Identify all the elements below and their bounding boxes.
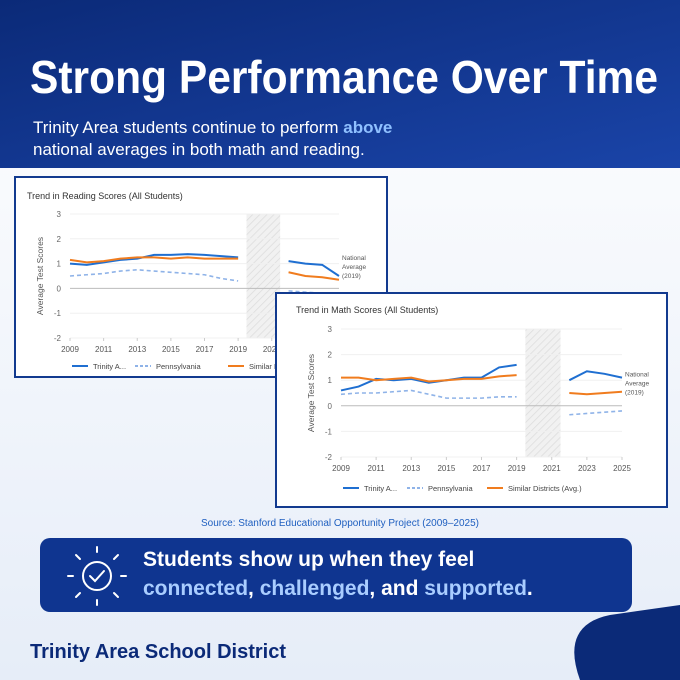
y-tick-label: 3 — [57, 210, 62, 219]
subtitle-highlight: above — [343, 118, 392, 137]
y-axis-label: Average Test Scores — [35, 237, 45, 315]
annotation: National — [342, 255, 366, 262]
source: Source: Stanford Educational Opportunity… — [201, 518, 479, 529]
legend-label: Pennsylvania — [428, 484, 473, 493]
y-tick-label: 2 — [328, 351, 333, 360]
annotation: Average — [342, 264, 366, 271]
x-tick-label: 2025 — [613, 464, 631, 473]
x-tick-label: 2019 — [508, 464, 526, 473]
subtitle: Trinity Area students continue to perfor… — [33, 118, 397, 159]
series-line — [340, 389, 623, 416]
annotation: (2019) — [342, 273, 361, 280]
callout-box — [40, 538, 632, 612]
legend-label: Trinity A... — [93, 362, 126, 371]
x-tick-label: 2009 — [61, 345, 79, 354]
y-tick-label: -1 — [54, 309, 62, 318]
series-line — [69, 256, 340, 281]
page-title: Strong Performance Over Time — [30, 51, 658, 103]
gap-shade — [525, 329, 561, 457]
legend-label: Trinity A... — [364, 484, 397, 493]
y-tick-label: 3 — [328, 325, 333, 334]
callout-text: , — [248, 577, 260, 600]
callout-text: Students show up when they feel — [143, 548, 474, 571]
x-tick-label: 2013 — [402, 464, 420, 473]
annotation: (2019) — [625, 389, 644, 396]
callout-highlight: challenged — [260, 577, 370, 600]
callout-highlight: supported — [424, 577, 527, 600]
x-tick-label: 2019 — [229, 345, 247, 354]
subtitle-text: Trinity Area students continue to perfor… — [33, 118, 343, 137]
callout-text: , and — [369, 577, 424, 600]
callout-text: connected, challenged, and supported. — [143, 577, 533, 600]
chart: Trend in Math Scores (All Students) -2 -1 0… — [275, 292, 668, 508]
y-tick-label: -1 — [325, 427, 333, 436]
corner-shape — [574, 605, 680, 680]
y-tick-label: 0 — [57, 284, 62, 293]
x-tick-label: 2011 — [95, 345, 113, 354]
x-tick-label: 2015 — [437, 464, 455, 473]
chart-title: Trend in Math Scores (All Students) — [296, 305, 438, 315]
legend-label: Similar Districts — [249, 362, 301, 371]
series-line — [340, 363, 623, 392]
header-band — [0, 0, 680, 168]
x-tick-label: 2023 — [578, 464, 596, 473]
chart-title: Trend in Reading Scores (All Students) — [27, 191, 183, 201]
y-tick-label: -2 — [54, 334, 62, 343]
x-tick-label: 2013 — [128, 345, 146, 354]
x-tick-label: 2017 — [196, 345, 214, 354]
annotation: Average — [625, 380, 649, 387]
series-line — [341, 374, 623, 396]
chart-frame — [275, 292, 668, 508]
x-tick-label: 2017 — [473, 464, 491, 473]
x-tick-label: 2011 — [368, 464, 386, 473]
x-tick-label: 2015 — [162, 345, 180, 354]
callout-text: . — [527, 577, 533, 600]
callout-highlight: connected — [143, 577, 248, 600]
subtitle-text: national averages in both math and readi… — [33, 140, 365, 159]
gap-shade — [246, 214, 281, 338]
y-tick-label: 2 — [57, 235, 62, 244]
y-tick-label: -2 — [325, 453, 333, 462]
legend-label: Similar Districts (Avg.) — [508, 484, 582, 493]
x-tick-label: 2021 — [263, 345, 281, 354]
check-icon — [67, 546, 127, 606]
series-line — [69, 253, 340, 277]
legend-label: Pennsylvania — [156, 362, 201, 371]
x-tick-label: 2009 — [332, 464, 350, 473]
y-axis-label: Average Test Scores — [306, 354, 316, 432]
charts: Trend in Reading Scores (All Students) -2… — [14, 176, 668, 508]
annotation: National — [625, 371, 649, 378]
footer: Trinity Area School District — [30, 641, 286, 663]
x-tick-label: 2021 — [543, 464, 561, 473]
y-tick-label: 1 — [57, 260, 62, 269]
y-tick-label: 0 — [328, 402, 333, 411]
y-tick-label: 1 — [328, 376, 333, 385]
